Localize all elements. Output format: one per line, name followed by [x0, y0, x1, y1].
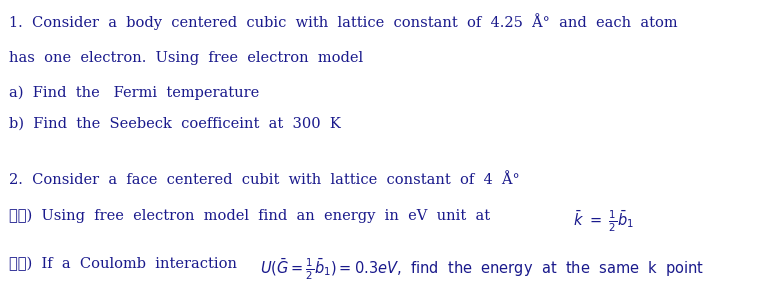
Text: 가낙)  Using  free  electron  model  find  an  energy  in  eV  unit  at: 가낙) Using free electron model find an en… — [9, 209, 490, 223]
Text: 다넩)  If  a  Coulomb  interaction: 다넩) If a Coulomb interaction — [9, 257, 237, 271]
Text: has  one  electron.  Using  free  electron  model: has one electron. Using free electron mo… — [9, 51, 364, 65]
Text: 1.  Consider  a  body  centered  cubic  with  lattice  constant  of  4.25  Å°  a: 1. Consider a body centered cubic with l… — [9, 13, 678, 30]
Text: 2.  Consider  a  face  centered  cubit  with  lattice  constant  of  4  Å°: 2. Consider a face centered cubit with l… — [9, 173, 520, 187]
Text: $U(\bar{G}{=}\frac{1}{2}\bar{b}_1){=}0.3eV$,  find  the  energy  at  the  same  : $U(\bar{G}{=}\frac{1}{2}\bar{b}_1){=}0.3… — [260, 257, 704, 282]
Text: $\bar{k}\ =\ \frac{1}{2}\bar{b}_1$: $\bar{k}\ =\ \frac{1}{2}\bar{b}_1$ — [573, 209, 634, 234]
Text: a)  Find  the   Fermi  temperature: a) Find the Fermi temperature — [9, 85, 260, 100]
Text: b)  Find  the  Seebeck  coefficeint  at  300  K: b) Find the Seebeck coefficeint at 300 K — [9, 116, 341, 130]
